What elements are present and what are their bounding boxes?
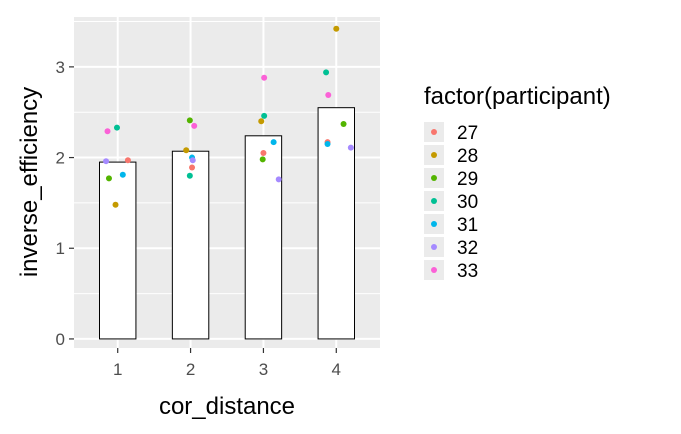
data-point (261, 112, 268, 119)
legend-entry: 30 (424, 191, 478, 213)
points (103, 25, 354, 208)
bar (244, 135, 283, 340)
data-point (275, 176, 282, 183)
x-tick-label: 3 (259, 360, 268, 379)
data-point (112, 201, 119, 208)
data-point (261, 74, 268, 81)
legend-label: 30 (457, 192, 478, 213)
legend-key-dot (431, 198, 437, 204)
legend-label: 31 (457, 215, 478, 236)
data-point (260, 150, 267, 157)
legend-title: factor(participant) (424, 83, 611, 110)
data-point (191, 122, 198, 129)
y-tick-label: 1 (56, 239, 65, 258)
legend-label: 33 (457, 261, 478, 282)
data-point (258, 118, 265, 125)
x-axis-title: cor_distance (159, 393, 295, 420)
legend-key-dot (431, 129, 437, 135)
data-point (340, 121, 347, 128)
data-point (105, 175, 112, 182)
bar (99, 161, 137, 340)
legend-entry: 32 (424, 237, 478, 259)
x-tick-label: 1 (113, 360, 122, 379)
x-tick-label: 4 (332, 360, 341, 379)
legend-key-dot (431, 152, 437, 158)
legend-entry: 33 (424, 260, 478, 282)
legend-entry: 29 (424, 168, 478, 190)
legend-label: 29 (457, 169, 478, 190)
y-tick-label: 0 (56, 330, 65, 349)
y-tick-label: 2 (56, 149, 65, 168)
data-point (325, 91, 332, 98)
legend-entry: 31 (424, 214, 478, 236)
data-point (104, 128, 111, 135)
x-tick-label: 2 (186, 360, 195, 379)
y-axis-title: inverse_efficiency (16, 87, 43, 277)
data-point (186, 172, 193, 179)
data-point (259, 156, 266, 163)
axes: 0 1 2 3 1 2 3 4 (56, 58, 341, 379)
data-point (113, 124, 120, 131)
legend-label: 27 (457, 123, 478, 144)
legend-key-dot (431, 175, 437, 181)
data-point (270, 139, 277, 146)
data-point (189, 164, 196, 171)
data-point (189, 157, 196, 164)
data-point (333, 25, 340, 32)
legend-label: 32 (457, 238, 478, 259)
data-point (324, 140, 331, 147)
data-point (119, 171, 126, 178)
data-point (186, 117, 193, 124)
data-point (183, 147, 190, 154)
legend-entry: 28 (424, 145, 478, 167)
data-point (323, 69, 330, 76)
bar (317, 107, 356, 340)
legend-label: 28 (457, 146, 478, 167)
legend-key-dot (431, 244, 437, 250)
legend-key-dot (431, 221, 437, 227)
legend-entry: 27 (424, 122, 478, 144)
legend-key-dot (431, 267, 437, 273)
y-tick-label: 3 (56, 58, 65, 77)
data-point (103, 158, 110, 165)
data-point (347, 144, 354, 151)
bar (171, 150, 210, 340)
data-point (124, 157, 131, 164)
